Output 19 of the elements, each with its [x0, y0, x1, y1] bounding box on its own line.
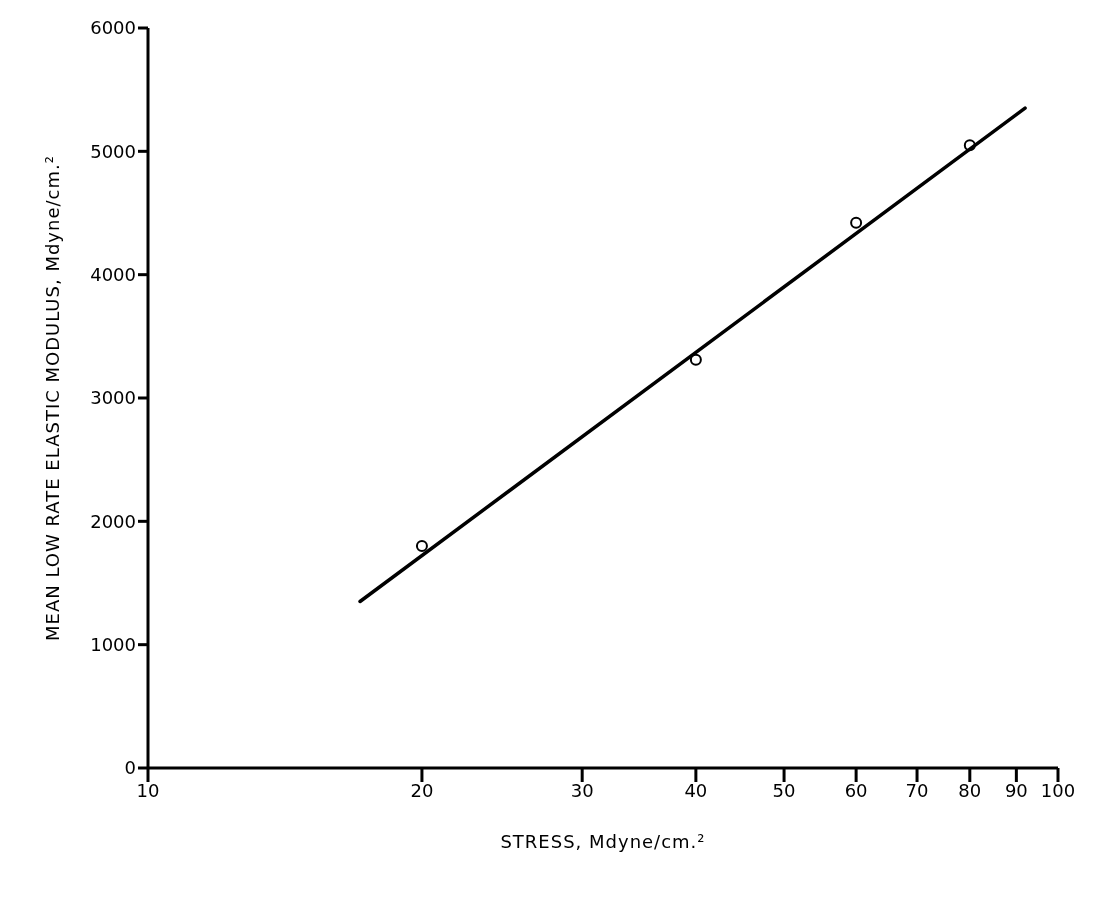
x-tick-label: 70 [905, 779, 929, 801]
y-tick-label: 3000 [90, 387, 136, 409]
x-tick-label: 50 [772, 779, 796, 801]
y-tick-label: 6000 [90, 17, 136, 39]
x-tick-label: 10 [136, 779, 160, 801]
x-tick-label: 80 [958, 779, 982, 801]
y-tick-label: 4000 [90, 264, 136, 286]
x-tick-label: 30 [570, 779, 594, 801]
x-tick-label: 20 [410, 779, 434, 801]
x-tick-label: 100 [1040, 779, 1076, 801]
x-axis-title: STRESS, Mdyne/cm.² [500, 831, 706, 852]
x-tick-label: 40 [684, 779, 708, 801]
x-tick-label: 90 [1004, 779, 1028, 801]
y-axis-title: MEAN LOW RATE ELASTIC MODULUS, Mdyne/cm.² [42, 155, 64, 641]
y-tick-label: 0 [124, 757, 136, 779]
y-tick-label: 2000 [90, 510, 136, 532]
y-tick-label: 1000 [90, 634, 136, 656]
x-tick-label: 60 [844, 779, 868, 801]
y-tick-label: 5000 [90, 140, 136, 162]
